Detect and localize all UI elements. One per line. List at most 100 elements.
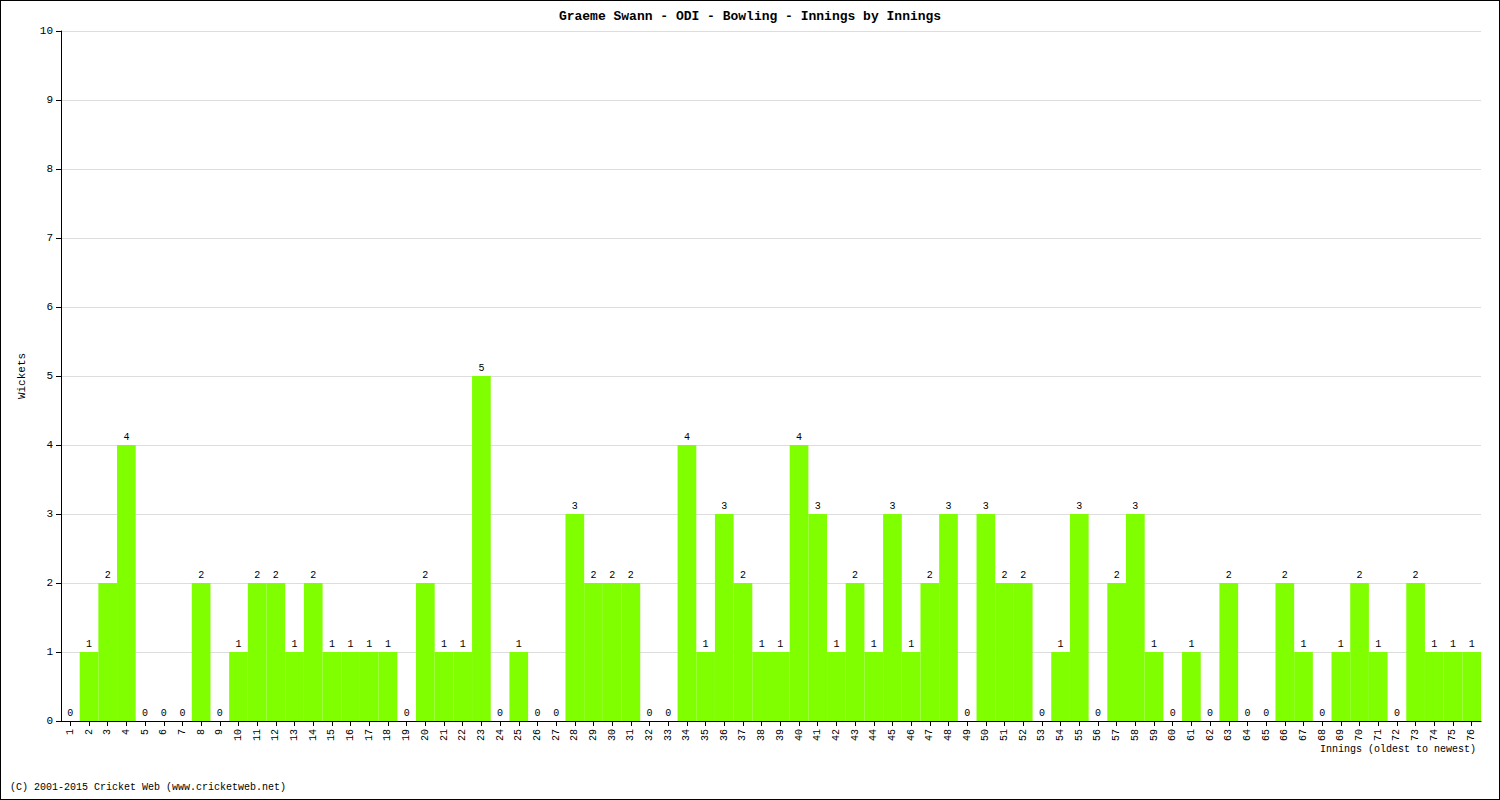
svg-text:27: 27 (551, 729, 562, 741)
svg-text:61: 61 (1186, 729, 1197, 741)
svg-text:2: 2 (628, 570, 634, 581)
svg-text:Wickets: Wickets (16, 353, 28, 399)
svg-text:0: 0 (964, 708, 970, 719)
svg-text:10: 10 (233, 729, 244, 741)
svg-text:4: 4 (796, 432, 802, 443)
svg-text:1: 1 (1151, 639, 1157, 650)
svg-text:71: 71 (1373, 729, 1384, 741)
svg-text:3: 3 (102, 729, 113, 735)
svg-text:17: 17 (364, 729, 375, 741)
svg-text:5: 5 (140, 729, 151, 735)
svg-text:0: 0 (1319, 708, 1325, 719)
svg-text:69: 69 (1335, 729, 1346, 741)
svg-text:4: 4 (123, 432, 129, 443)
svg-text:50: 50 (980, 729, 991, 741)
svg-text:7: 7 (177, 729, 188, 735)
svg-text:46: 46 (906, 729, 917, 741)
svg-text:67: 67 (1298, 729, 1309, 741)
svg-text:2: 2 (105, 570, 111, 581)
svg-text:8: 8 (46, 163, 53, 175)
svg-text:1: 1 (1431, 639, 1437, 650)
svg-text:1: 1 (329, 639, 335, 650)
svg-text:0: 0 (217, 708, 223, 719)
svg-text:76: 76 (1466, 729, 1477, 741)
svg-text:31: 31 (625, 729, 636, 741)
svg-text:44: 44 (868, 729, 879, 741)
svg-text:43: 43 (850, 729, 861, 741)
svg-text:3: 3 (1132, 501, 1138, 512)
svg-text:54: 54 (1055, 729, 1066, 741)
svg-text:56: 56 (1092, 729, 1103, 741)
svg-text:0: 0 (1263, 708, 1269, 719)
svg-text:3: 3 (889, 501, 895, 512)
svg-text:73: 73 (1410, 729, 1421, 741)
svg-text:0: 0 (647, 708, 653, 719)
svg-text:19: 19 (401, 729, 412, 741)
svg-text:63: 63 (1223, 729, 1234, 741)
svg-text:0: 0 (553, 708, 559, 719)
svg-text:41: 41 (812, 729, 823, 741)
svg-text:57: 57 (1111, 729, 1122, 741)
svg-text:62: 62 (1205, 729, 1216, 741)
svg-text:1: 1 (1058, 639, 1064, 650)
svg-text:36: 36 (719, 729, 730, 741)
svg-text:1: 1 (516, 639, 522, 650)
svg-text:Innings (oldest to newest): Innings (oldest to newest) (1320, 744, 1476, 755)
svg-text:18: 18 (382, 729, 393, 741)
svg-text:6: 6 (158, 729, 169, 735)
svg-text:30: 30 (607, 729, 618, 741)
svg-text:9: 9 (46, 94, 53, 106)
svg-text:0: 0 (179, 708, 185, 719)
svg-text:2: 2 (1282, 570, 1288, 581)
svg-text:75: 75 (1447, 729, 1458, 741)
svg-text:0: 0 (1170, 708, 1176, 719)
svg-text:28: 28 (569, 729, 580, 741)
svg-text:15: 15 (326, 729, 337, 741)
svg-text:(C) 2001-2015 Cricket Web (www: (C) 2001-2015 Cricket Web (www.cricketwe… (10, 782, 286, 793)
svg-text:12: 12 (270, 729, 281, 741)
svg-text:14: 14 (308, 729, 319, 741)
svg-text:3: 3 (983, 501, 989, 512)
svg-text:2: 2 (1226, 570, 1232, 581)
svg-text:45: 45 (887, 729, 898, 741)
svg-text:16: 16 (345, 729, 356, 741)
svg-text:1: 1 (366, 639, 372, 650)
svg-text:4: 4 (684, 432, 690, 443)
svg-text:1: 1 (441, 639, 447, 650)
svg-text:2: 2 (310, 570, 316, 581)
svg-text:8: 8 (196, 729, 207, 735)
svg-text:48: 48 (943, 729, 954, 741)
svg-text:34: 34 (681, 729, 692, 741)
svg-text:0: 0 (1394, 708, 1400, 719)
svg-text:47: 47 (924, 729, 935, 741)
svg-text:35: 35 (700, 729, 711, 741)
svg-text:4: 4 (121, 729, 132, 735)
svg-text:1: 1 (1338, 639, 1344, 650)
svg-text:42: 42 (831, 729, 842, 741)
svg-text:72: 72 (1391, 729, 1402, 741)
svg-text:32: 32 (644, 729, 655, 741)
svg-text:2: 2 (198, 570, 204, 581)
svg-text:3: 3 (46, 508, 53, 520)
svg-text:1: 1 (86, 639, 92, 650)
svg-text:40: 40 (794, 729, 805, 741)
svg-text:2: 2 (740, 570, 746, 581)
svg-text:1: 1 (65, 729, 76, 735)
svg-text:2: 2 (1002, 570, 1008, 581)
svg-text:2: 2 (1020, 570, 1026, 581)
svg-text:2: 2 (927, 570, 933, 581)
svg-text:53: 53 (1036, 729, 1047, 741)
svg-text:68: 68 (1317, 729, 1328, 741)
svg-text:0: 0 (534, 708, 540, 719)
svg-text:29: 29 (588, 729, 599, 741)
svg-text:49: 49 (962, 729, 973, 741)
svg-text:74: 74 (1429, 729, 1440, 741)
svg-text:1: 1 (46, 646, 53, 658)
svg-text:70: 70 (1354, 729, 1365, 741)
svg-text:1: 1 (1375, 639, 1381, 650)
svg-text:22: 22 (457, 729, 468, 741)
svg-text:21: 21 (439, 729, 450, 741)
svg-text:2: 2 (254, 570, 260, 581)
svg-text:1: 1 (385, 639, 391, 650)
svg-text:7: 7 (46, 232, 53, 244)
